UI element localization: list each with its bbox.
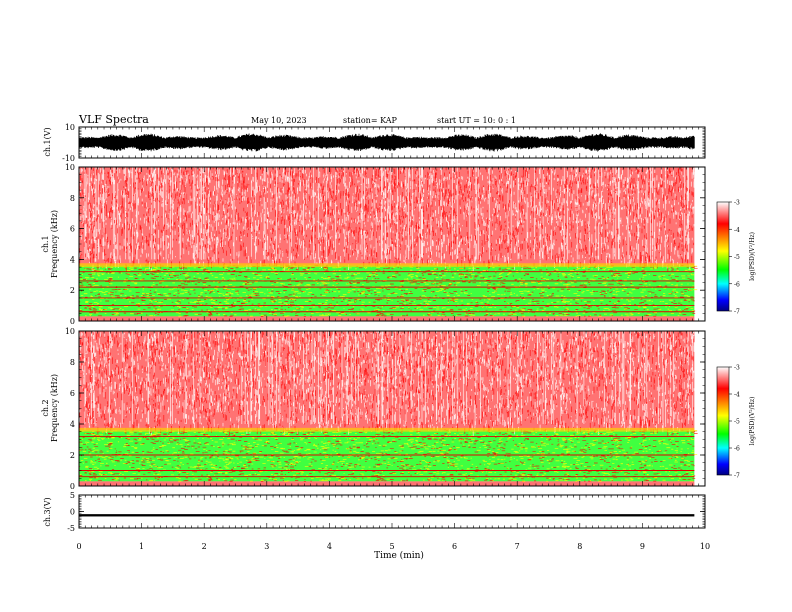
ch3-waveform-panel: 5 0 -5 <box>67 491 706 533</box>
colorbar-tick-label: -3 <box>734 365 740 372</box>
band-edge <box>79 427 695 432</box>
ylabel-line: Frequency (kHz) <box>50 374 59 442</box>
colorbar-tick-label: -7 <box>734 473 740 480</box>
y-tick-label: -10 <box>62 154 75 163</box>
x-tick-label: 8 <box>577 542 582 551</box>
spectrogram-band <box>79 316 695 321</box>
ch1-colorbar: -3 -4 -5 -6 -7 log(PSD)(V²/Hz) <box>716 200 756 316</box>
colorbar-tick-label: -3 <box>734 200 740 207</box>
start-time-label: start UT = 10: 0 : 1 <box>437 116 516 125</box>
x-tick-label: 4 <box>327 542 332 551</box>
y-tick-label: 8 <box>70 194 75 203</box>
station-label: station= KAP <box>343 116 398 125</box>
colorbar-tick-label: -7 <box>734 309 740 316</box>
band-edge <box>79 263 695 268</box>
colorbar-tick-label: -5 <box>734 254 740 261</box>
ch2-spectrogram-ylabel: ch.2Frequency (kHz) <box>41 374 59 442</box>
x-tick-label: 5 <box>389 542 394 551</box>
ch3-signal-band <box>79 514 695 517</box>
x-tick-label: 10 <box>700 542 710 551</box>
y-tick-label: 0 <box>70 317 75 326</box>
x-tick-label: 3 <box>264 542 269 551</box>
ch2-colorbar: -3 -4 -5 -6 -7 log(PSD)(V²/Hz) <box>716 365 756 480</box>
figure-title: VLF Spectra <box>78 113 149 126</box>
y-tick-label: 8 <box>70 358 75 367</box>
ylabel-line: ch.1 <box>41 235 50 252</box>
x-tick-label: 0 <box>76 542 81 551</box>
colorbar-tick-label: -4 <box>734 392 740 399</box>
date-label: May 10, 2023 <box>251 116 307 125</box>
colorbar-tick-label: -6 <box>734 446 740 453</box>
ch1-signal-trace <box>78 133 695 152</box>
y-tick-label: 6 <box>70 225 75 234</box>
ch1-ylabel: ch.1(V) <box>43 127 52 156</box>
x-tick-label: 1 <box>139 542 144 551</box>
spectrogram-band <box>79 481 695 486</box>
y-tick-label: 5 <box>70 491 75 500</box>
y-tick-label: 2 <box>70 451 75 460</box>
spectrogram-texture <box>78 167 698 317</box>
x-tick-label: 2 <box>202 542 207 551</box>
ylabel-line: ch.2 <box>41 399 50 416</box>
y-tick-label: -5 <box>67 524 75 533</box>
ch1-waveform-panel: 10 -10 <box>62 123 706 163</box>
y-tick-label: 10 <box>65 327 75 336</box>
x-tick-label: 9 <box>640 542 645 551</box>
ch3-ylabel: ch.3(V) <box>43 497 52 526</box>
colorbar-tick-label: -6 <box>734 281 740 288</box>
colorbar-tick-label: -4 <box>734 227 740 234</box>
colorbar-tick-label: -5 <box>734 419 740 426</box>
time-axis-label: Time (min) <box>374 550 424 561</box>
colorbar-scale <box>716 201 730 312</box>
colorbar-label: log(PSD)(V²/Hz) <box>749 397 756 446</box>
y-tick-label: 0 <box>70 482 75 491</box>
colorbar-label: log(PSD)(V²/Hz) <box>749 232 756 281</box>
y-tick-label: 10 <box>65 123 75 132</box>
spectrogram-band <box>79 265 695 317</box>
y-tick-label: 6 <box>70 389 75 398</box>
y-tick-label: 10 <box>65 163 75 172</box>
y-tick-label: 2 <box>70 286 75 295</box>
spectrogram-band <box>79 430 695 482</box>
x-tick-label: 6 <box>452 542 457 551</box>
y-tick-label: 4 <box>70 420 75 429</box>
y-tick-label: 0 <box>70 508 75 517</box>
ylabel-line: Frequency (kHz) <box>50 210 59 278</box>
y-tick-label: 4 <box>70 255 75 264</box>
colorbar-scale <box>716 366 730 476</box>
ch1-spectrogram-ylabel: ch.1Frequency (kHz) <box>41 210 59 278</box>
x-tick-label: 7 <box>515 542 520 551</box>
time-axis: 0 1 2 3 4 5 6 7 8 9 10 <box>76 542 710 551</box>
ch1-spectrogram-panel: 0 2 4 6 8 10 <box>65 163 706 326</box>
ch2-spectrogram-panel: 0 2 4 6 8 10 <box>65 327 706 491</box>
